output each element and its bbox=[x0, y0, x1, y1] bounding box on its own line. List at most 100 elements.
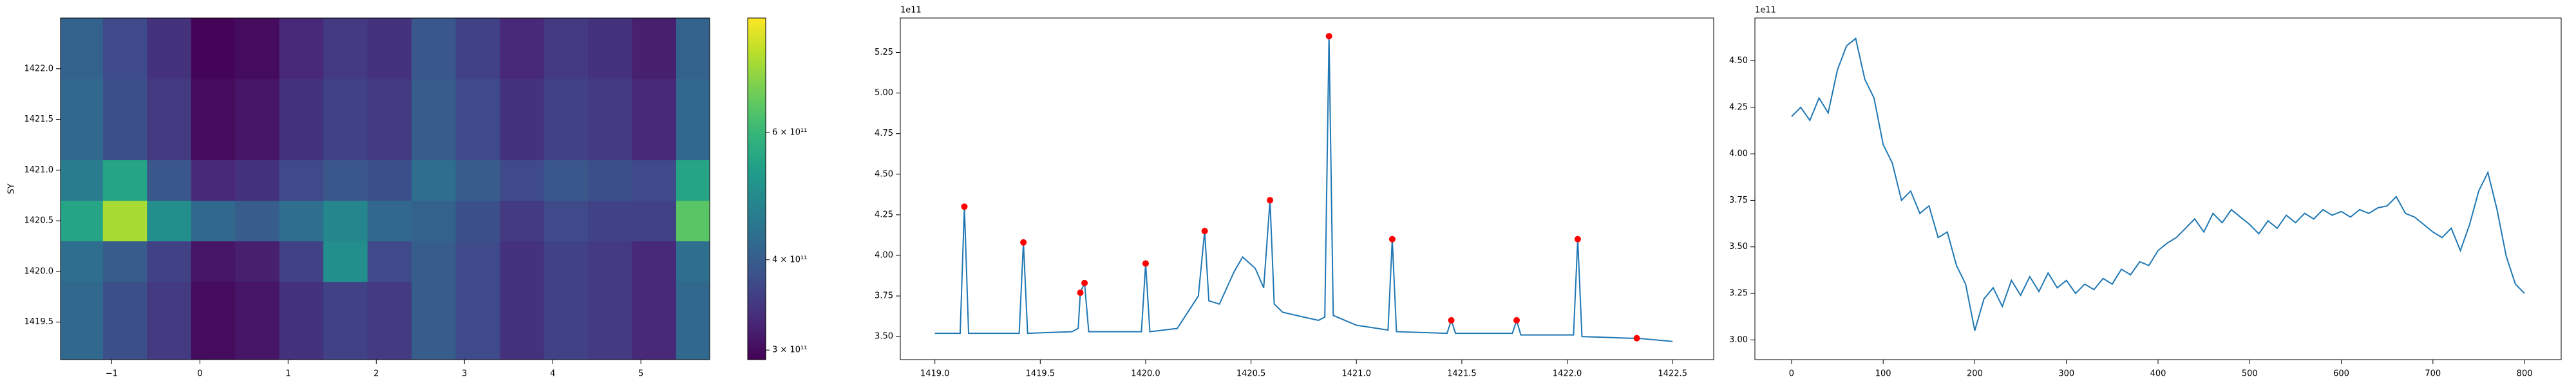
x-tick-label: 1419.0 bbox=[920, 369, 950, 379]
heatmap-cell bbox=[147, 281, 192, 323]
heatmap-cell bbox=[102, 281, 147, 323]
heatmap-cell bbox=[588, 18, 632, 80]
y-tick-label: 1420.5 bbox=[24, 216, 54, 226]
y-tick-label: 3.50 bbox=[875, 332, 893, 342]
x-tick-label: 800 bbox=[2517, 369, 2533, 379]
heatmap-cell bbox=[147, 322, 192, 360]
x-tick-label: 1419.5 bbox=[1026, 369, 1056, 379]
y-tick-label: 3.75 bbox=[875, 291, 893, 301]
heatmap-cell bbox=[455, 200, 500, 242]
x-tick-label: 1421.0 bbox=[1341, 369, 1371, 379]
heatmap-cell bbox=[323, 322, 368, 360]
heatmap-cell bbox=[61, 119, 104, 161]
axes-frame bbox=[60, 17, 710, 360]
heatmap-cell bbox=[279, 281, 324, 323]
y-tick-label: 5.25 bbox=[875, 48, 893, 57]
heatmap-cell bbox=[235, 78, 280, 120]
heatmap-cell bbox=[191, 160, 236, 201]
heatmap-cell bbox=[191, 78, 236, 120]
x-tick-label: 3 bbox=[462, 369, 467, 379]
heatmap-cell bbox=[367, 160, 412, 201]
x-tick-label: 0 bbox=[197, 369, 202, 379]
x-tick-label: 100 bbox=[1875, 369, 1891, 379]
colorbar-tick-label: 4 × 10¹¹ bbox=[772, 255, 807, 264]
heatmap-cell bbox=[676, 281, 710, 323]
heatmap-cell bbox=[412, 281, 457, 323]
y-tick-label: 1420.0 bbox=[24, 266, 54, 276]
colorbar bbox=[747, 17, 766, 360]
heatmap-cell bbox=[676, 18, 710, 80]
data-line bbox=[1791, 37, 2525, 331]
heatmap-cell bbox=[676, 241, 710, 282]
heatmap-cell bbox=[367, 78, 412, 120]
heatmap-cell bbox=[279, 200, 324, 242]
heatmap-cell bbox=[191, 18, 236, 80]
heatmap-cell bbox=[455, 281, 500, 323]
heatmap-cell bbox=[588, 78, 632, 120]
heatmap-cell bbox=[147, 160, 192, 201]
heatmap-cell bbox=[632, 78, 677, 120]
heatmap-cell bbox=[455, 119, 500, 161]
heatmap-cell bbox=[235, 241, 280, 282]
heatmap-cell bbox=[367, 322, 412, 360]
heatmap-cell bbox=[588, 119, 632, 161]
peak-marker bbox=[1201, 228, 1208, 235]
colorbar-tick-label: 6 × 10¹¹ bbox=[772, 127, 807, 137]
heatmap-cell bbox=[544, 78, 589, 120]
heatmap-cell bbox=[147, 78, 192, 120]
y-tick-label: 1421.0 bbox=[24, 165, 54, 175]
heatmap-cell bbox=[235, 119, 280, 161]
heatmap-cell bbox=[544, 160, 589, 201]
heatmap-cell bbox=[412, 119, 457, 161]
heatmap-cell bbox=[544, 18, 589, 80]
heatmap-cell bbox=[455, 160, 500, 201]
x-tick-label: 300 bbox=[2058, 369, 2074, 379]
heatmap-cell bbox=[102, 322, 147, 360]
heatmap-cell bbox=[191, 322, 236, 360]
heatmap-cell bbox=[102, 160, 147, 201]
heatmap-cell bbox=[61, 200, 104, 242]
y-tick-label: 4.00 bbox=[875, 250, 893, 260]
heatmap-cell bbox=[61, 160, 104, 201]
peak-marker bbox=[1633, 335, 1640, 342]
heatmap-cell bbox=[676, 322, 710, 360]
heatmap-cell bbox=[544, 281, 589, 323]
heatmap-cell bbox=[102, 119, 147, 161]
heatmap-cell bbox=[61, 281, 104, 323]
heatmap-cell bbox=[500, 322, 545, 360]
y-tick-label: 4.50 bbox=[1729, 56, 1748, 66]
x-tick-label: 5 bbox=[638, 369, 643, 379]
heatmap-cell bbox=[323, 160, 368, 201]
peak-marker bbox=[1325, 33, 1332, 40]
x-tick-label: 2 bbox=[374, 369, 379, 379]
heatmap-cell bbox=[235, 18, 280, 80]
heatmap-cell bbox=[676, 200, 710, 242]
heatmap-cell bbox=[147, 241, 192, 282]
heatmap-cell bbox=[588, 200, 632, 242]
x-tick-label: 600 bbox=[2333, 369, 2349, 379]
heatmap-cell bbox=[412, 18, 457, 80]
axes-frame bbox=[1754, 17, 2562, 360]
heatmap-cell bbox=[632, 241, 677, 282]
x-tick-label: −1 bbox=[106, 369, 118, 379]
heatmap-cell bbox=[500, 160, 545, 201]
heatmap-cell bbox=[323, 200, 368, 242]
x-tick-label: 700 bbox=[2425, 369, 2441, 379]
peak-marker bbox=[1081, 279, 1088, 286]
x-tick-label: 500 bbox=[2242, 369, 2258, 379]
heatmap-cell bbox=[235, 322, 280, 360]
heatmap-cell bbox=[676, 78, 710, 120]
heatmap-cell bbox=[632, 18, 677, 80]
y-tick-label: 5.00 bbox=[875, 88, 893, 98]
heatmap-cell bbox=[191, 241, 236, 282]
heatmap-cell bbox=[102, 78, 147, 120]
heatmap-cell bbox=[147, 200, 192, 242]
heatmap-cell bbox=[102, 18, 147, 80]
heatmap-cell bbox=[455, 78, 500, 120]
offset-text: 1e11 bbox=[1755, 6, 1776, 15]
heatmap-cell bbox=[367, 119, 412, 161]
y-tick-label: 3.50 bbox=[1729, 242, 1748, 252]
heatmap-cell bbox=[544, 241, 589, 282]
heatmap-cell bbox=[102, 200, 147, 242]
colorbar-tick-label: 3 × 10¹¹ bbox=[772, 345, 807, 355]
